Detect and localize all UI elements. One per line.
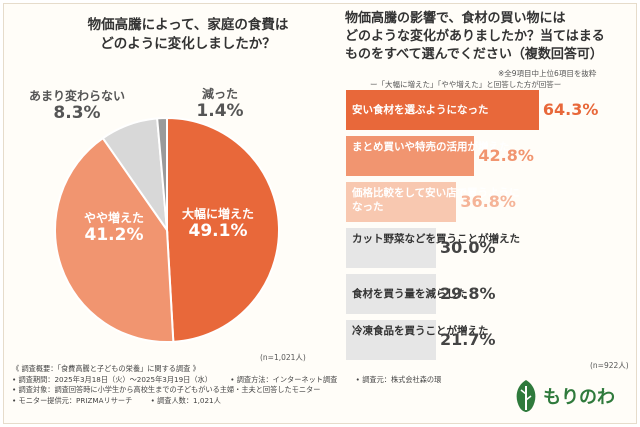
survey-row-1: • 調査期間：2025年3月18日（火）〜2025年3月19日（水） • 調査方…: [12, 375, 482, 386]
pie-title-line2: どのように変化しましたか？: [100, 36, 276, 52]
bar-label: 食材を買う量を減らした: [352, 288, 468, 300]
bar-chart-title: 物価高騰の影響で、食材の買い物には どのような変化がありましたか？当てはまる も…: [345, 10, 635, 64]
pie-label-large-increase-text: 大幅に増えた: [181, 207, 254, 221]
pie-label-decrease-text: 減った: [201, 87, 238, 101]
survey-provider: • モニター提供元：PRIZMAリサーチ: [12, 395, 133, 405]
bar-n-label: (n=922人): [590, 361, 629, 370]
leaf-logo-icon: [516, 380, 536, 412]
bar-row: 安い食材を選ぶようになった 64.3%: [346, 90, 608, 130]
survey-overview: 《 調査概要：「食費高騰と子どもの栄養」に関する調査 》 • 調査期間：2025…: [12, 364, 482, 406]
pie-label-large-increase: 大幅に増えた 49.1%: [176, 207, 260, 241]
bar-label: 冷凍食品を買うことが増えた: [352, 325, 489, 337]
bar-row: 食材を買う量を減らした 29.8%: [346, 274, 608, 314]
pie-label-decrease-value: 1.4%: [196, 100, 244, 121]
bar-label: 価格比較をして安い店で買うようになった: [352, 187, 520, 213]
pie-label-slight-increase: やや増えた 41.2%: [72, 211, 156, 245]
bar-value-label: 30.0%: [440, 238, 496, 257]
pie-label-slight-increase-value: 41.2%: [84, 224, 144, 245]
pie-label-decrease: 減った 1.4%: [190, 87, 250, 121]
bar-label: まとめ買いや特売の活用が増えた: [352, 141, 510, 153]
bar-title-line2: どのような変化がありましたか？当てはまる: [345, 29, 605, 44]
bar-value-label: 21.7%: [440, 330, 496, 349]
pie-title-line1: 物価高騰によって、家庭の食費は: [87, 17, 289, 33]
bar-label: カット野菜などを買うことが増えた: [352, 233, 520, 245]
pie-chart-title: 物価高騰によって、家庭の食費は どのように変化しましたか？: [58, 16, 318, 54]
bar: [346, 136, 475, 176]
bar-row: まとめ買いや特売の活用が増えた 42.8%: [346, 136, 608, 176]
pie-label-large-increase-value: 49.1%: [188, 220, 248, 241]
bar-value-label: 36.8%: [460, 192, 516, 211]
bar: [346, 182, 457, 222]
survey-count: • 調査人数：1,021人: [150, 395, 221, 405]
pie-label-no-change-text: あまり変わらない: [28, 89, 125, 103]
pie-n-label: (n=1,021人): [260, 353, 306, 362]
bar: [346, 274, 436, 314]
survey-method: • 調査方法：インターネット調査: [230, 374, 338, 384]
survey-source: • 調査元：株式会社森の環: [355, 374, 442, 384]
pie-slice-slight-increase: [54, 136, 175, 343]
pie-label-no-change: あまり変わらない 8.3%: [22, 89, 132, 123]
bar-title-line3: ものをすべて選んでください（複数回答可）: [345, 47, 603, 62]
pie-label-slight-increase-text: やや増えた: [83, 211, 144, 225]
bar-value-label: 29.8%: [440, 284, 496, 303]
bar-title-line1: 物価高騰の影響で、食材の買い物には: [345, 11, 566, 26]
brand-logo: もりのわ: [510, 378, 620, 418]
bar-chart-note-sub: ー「大幅に増えた」「やや増えた」と回答した方が回答ー: [370, 80, 562, 89]
pie-slice-large-increase: [166, 116, 280, 343]
survey-target: • 調査対象：調査回答時に小学生から高校生までの子どもがいる主婦・主夫と回答した…: [12, 385, 321, 394]
survey-row-3: • モニター提供元：PRIZMAリサーチ • 調査人数：1,021人: [12, 396, 482, 407]
bar-row: 価格比較をして安い店で買うようになった 36.8%: [346, 182, 608, 222]
bar-label: 安い食材を選ぶようになった: [352, 104, 489, 116]
survey-period: • 調査期間：2025年3月18日（火）〜2025年3月19日（水）: [12, 374, 212, 384]
bar: [346, 90, 539, 130]
bar-value-label: 64.3%: [542, 100, 599, 119]
pie-label-no-change-value: 8.3%: [53, 102, 101, 123]
bar-value-label: 42.8%: [478, 146, 534, 165]
bar-row: 冷凍食品を買うことが増えた 21.7%: [346, 320, 608, 360]
bar: [346, 228, 436, 268]
bar: [346, 320, 436, 360]
bar-chart-note-top: ※全9項目中上位6項目を抜粋: [498, 69, 597, 78]
pie-slice-decrease: [156, 116, 168, 231]
bar-row: カット野菜などを買うことが増えた 30.0%: [346, 228, 608, 268]
survey-title: 《 調査概要：「食費高騰と子どもの栄養」に関する調査 》: [12, 364, 200, 373]
brand-logo-text: もりのわ: [543, 387, 615, 408]
